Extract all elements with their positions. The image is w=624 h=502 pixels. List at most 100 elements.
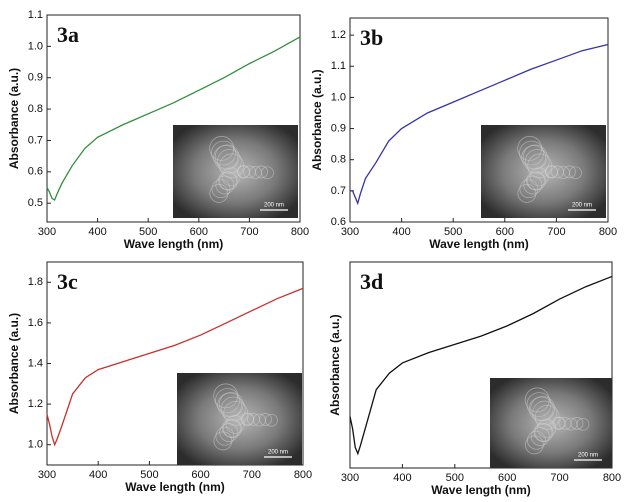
x-tick-label: 700 xyxy=(240,226,258,238)
y-axis-label: Absorbance (a.u.) xyxy=(310,69,324,170)
scale-bar-label: 200 nm xyxy=(578,453,598,459)
y-tick-label: 1.0 xyxy=(28,40,43,52)
sem-texture xyxy=(216,149,242,174)
y-axis-label: Absorbance (a.u.) xyxy=(328,314,342,415)
x-tick-label: 500 xyxy=(140,469,158,481)
sem-texture xyxy=(218,171,237,191)
sem-texture xyxy=(223,419,242,439)
sem-texture xyxy=(530,427,550,446)
sem-texture xyxy=(237,165,250,179)
sem-texture xyxy=(215,175,235,195)
x-tick-label: 400 xyxy=(88,226,106,238)
sem-texture xyxy=(219,423,239,442)
sem-texture xyxy=(527,430,546,450)
sem-texture xyxy=(545,165,558,179)
x-tick-label: 600 xyxy=(191,469,209,481)
x-tick-label: 800 xyxy=(603,472,621,484)
y-tick-label: 1.6 xyxy=(28,317,43,329)
sem-texture xyxy=(526,171,545,191)
sem-texture xyxy=(530,396,556,421)
x-axis-label: Wave length (nm) xyxy=(125,480,225,494)
scale-bar-label: 200 nm xyxy=(572,203,592,209)
sem-texture xyxy=(533,422,553,442)
y-tick-label: 0.8 xyxy=(28,103,43,115)
spectrum-line xyxy=(350,43,609,206)
y-tick-label: 1.0 xyxy=(28,439,43,451)
x-tick-label: 500 xyxy=(139,226,157,238)
x-tick-label: 600 xyxy=(190,226,208,238)
sem-texture xyxy=(220,396,246,422)
sem-texture xyxy=(526,392,552,417)
y-tick-label: 1.2 xyxy=(28,398,43,410)
sem-texture xyxy=(222,418,241,438)
x-tick-label: 800 xyxy=(599,226,617,238)
sem-texture xyxy=(527,171,546,191)
panel: 300 400 500 600 700 800 Wave length (nm) Absorb… xyxy=(328,261,621,497)
x-tick-label: 400 xyxy=(392,226,410,238)
spectrum-line xyxy=(46,287,304,447)
x-axis-label: Wave length (nm) xyxy=(124,237,224,251)
y-tick-label: 0.9 xyxy=(331,122,346,134)
x-tick-label: 700 xyxy=(243,469,261,481)
y-tick-label: 0.5 xyxy=(28,197,43,209)
sem-texture xyxy=(214,144,240,170)
sem-texture xyxy=(211,179,231,199)
sem-texture xyxy=(215,388,240,413)
sem-texture xyxy=(218,392,244,417)
y-tick-label: 1.1 xyxy=(28,9,43,21)
scale-bar-label: 200 nm xyxy=(268,450,288,456)
sem-texture xyxy=(243,165,256,179)
x-tick-label: 800 xyxy=(291,226,309,238)
sem-texture xyxy=(219,171,238,191)
sem-texture xyxy=(551,165,564,179)
sem-texture xyxy=(523,175,543,195)
sem-texture xyxy=(213,383,239,409)
y-tick-label: 0.6 xyxy=(331,216,346,228)
panel-label: 3a xyxy=(57,22,79,47)
plot-frame xyxy=(349,17,609,223)
sem-texture xyxy=(524,149,550,174)
panel: 300 400 500 600 700 800 0.5 0.6 0.7 0.8 0.9 1.0 1.1 W… xyxy=(7,9,309,251)
x-tick-label: 500 xyxy=(444,226,462,238)
x-tick-label: 700 xyxy=(550,472,568,484)
x-tick-label: 300 xyxy=(341,226,359,238)
sem-texture xyxy=(532,400,558,426)
y-tick-label: 0.8 xyxy=(331,154,346,166)
panel-label: 3b xyxy=(360,25,383,50)
spectrum-line xyxy=(46,36,301,202)
x-tick-label: 600 xyxy=(496,226,514,238)
panel-label: 3d xyxy=(360,269,383,294)
x-axis-label: Wave length (nm) xyxy=(429,237,529,251)
panel-label: 3c xyxy=(57,269,78,294)
y-tick-label: 0.9 xyxy=(28,72,43,84)
sem-texture xyxy=(524,387,550,413)
sem-texture xyxy=(241,413,254,426)
sem-texture xyxy=(519,140,544,166)
x-tick-label: 300 xyxy=(38,469,56,481)
sem-texture xyxy=(211,140,236,166)
sem-texture xyxy=(247,413,260,426)
panel: 300 400 500 600 700 800 0.6 0.7 0.8 0.9 1.0 1.1 1.2 W… xyxy=(310,17,617,251)
sem-texture xyxy=(209,136,235,161)
x-tick-label: 800 xyxy=(294,469,312,481)
y-tick-label: 1.4 xyxy=(28,357,43,369)
y-axis-label: Absorbance (a.u.) xyxy=(7,313,21,414)
plot-frame xyxy=(349,261,613,469)
panel: 300 400 500 600 700 800 1.0 1.2 1.4 1.6 1.8 Wave le… xyxy=(7,261,312,494)
x-tick-label: 400 xyxy=(89,469,107,481)
sem-texture xyxy=(215,426,235,446)
y-tick-label: 1.2 xyxy=(331,29,346,41)
y-tick-label: 0.6 xyxy=(28,166,43,178)
x-tick-label: 400 xyxy=(393,472,411,484)
y-tick-label: 0.7 xyxy=(28,134,43,146)
sem-texture xyxy=(552,417,566,430)
x-tick-label: 300 xyxy=(341,472,359,484)
sem-texture xyxy=(534,423,554,443)
sem-texture xyxy=(558,417,572,430)
x-tick-label: 700 xyxy=(547,226,565,238)
spectrum-line xyxy=(349,275,613,456)
y-axis-label: Absorbance (a.u.) xyxy=(7,68,21,169)
y-tick-label: 0.7 xyxy=(331,185,346,197)
sem-texture xyxy=(517,136,543,161)
